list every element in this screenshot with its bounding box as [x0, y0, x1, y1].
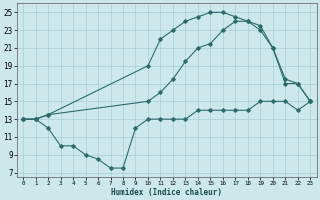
X-axis label: Humidex (Indice chaleur): Humidex (Indice chaleur) [111, 188, 222, 197]
